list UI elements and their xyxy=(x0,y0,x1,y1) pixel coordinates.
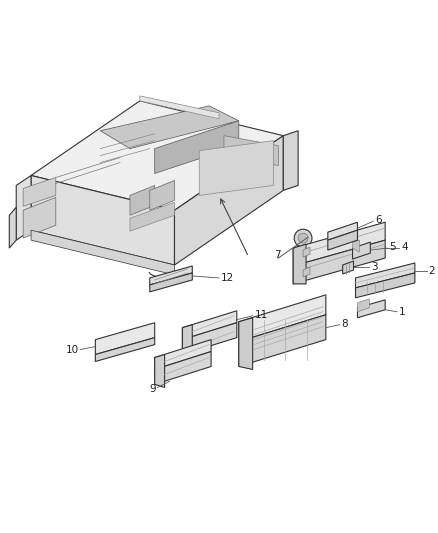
Polygon shape xyxy=(356,273,415,298)
Polygon shape xyxy=(293,244,306,284)
Polygon shape xyxy=(303,267,310,277)
Polygon shape xyxy=(303,247,310,257)
Polygon shape xyxy=(293,222,385,266)
Polygon shape xyxy=(328,230,357,250)
Polygon shape xyxy=(239,315,326,367)
Polygon shape xyxy=(31,101,283,211)
Circle shape xyxy=(298,233,308,243)
Text: 9: 9 xyxy=(149,384,155,394)
Polygon shape xyxy=(95,337,155,361)
Polygon shape xyxy=(100,106,239,149)
Polygon shape xyxy=(182,322,237,354)
Polygon shape xyxy=(357,299,369,312)
Polygon shape xyxy=(353,240,360,252)
Polygon shape xyxy=(140,96,219,119)
Polygon shape xyxy=(95,322,155,354)
Text: 12: 12 xyxy=(221,273,234,283)
Polygon shape xyxy=(182,311,237,340)
Text: 2: 2 xyxy=(429,266,435,276)
Text: 11: 11 xyxy=(254,310,268,320)
Polygon shape xyxy=(9,207,16,248)
Polygon shape xyxy=(328,222,357,240)
Text: 3: 3 xyxy=(371,262,378,272)
Text: 7: 7 xyxy=(274,250,280,260)
Polygon shape xyxy=(343,261,353,274)
Polygon shape xyxy=(23,197,56,238)
Circle shape xyxy=(294,229,312,247)
Polygon shape xyxy=(150,181,174,211)
Polygon shape xyxy=(239,295,326,342)
Polygon shape xyxy=(199,141,273,196)
Polygon shape xyxy=(130,203,174,231)
Text: 1: 1 xyxy=(399,307,406,317)
Polygon shape xyxy=(174,136,283,265)
Polygon shape xyxy=(31,230,174,275)
Polygon shape xyxy=(353,242,371,259)
Polygon shape xyxy=(16,175,31,240)
Text: 10: 10 xyxy=(65,344,78,354)
Polygon shape xyxy=(155,121,239,173)
Polygon shape xyxy=(155,352,211,384)
Polygon shape xyxy=(31,175,174,265)
Polygon shape xyxy=(155,340,211,369)
Polygon shape xyxy=(155,354,165,387)
Polygon shape xyxy=(23,177,56,206)
Polygon shape xyxy=(356,263,415,288)
Polygon shape xyxy=(293,240,385,284)
Polygon shape xyxy=(130,185,155,215)
Polygon shape xyxy=(357,300,385,318)
Polygon shape xyxy=(150,273,192,292)
Polygon shape xyxy=(150,266,192,285)
Text: 5: 5 xyxy=(389,242,396,252)
Polygon shape xyxy=(283,131,298,190)
Text: 4: 4 xyxy=(401,242,408,252)
Polygon shape xyxy=(224,136,279,166)
Polygon shape xyxy=(182,325,192,358)
Polygon shape xyxy=(239,318,253,369)
Text: 8: 8 xyxy=(342,319,348,329)
Text: 6: 6 xyxy=(375,215,382,225)
